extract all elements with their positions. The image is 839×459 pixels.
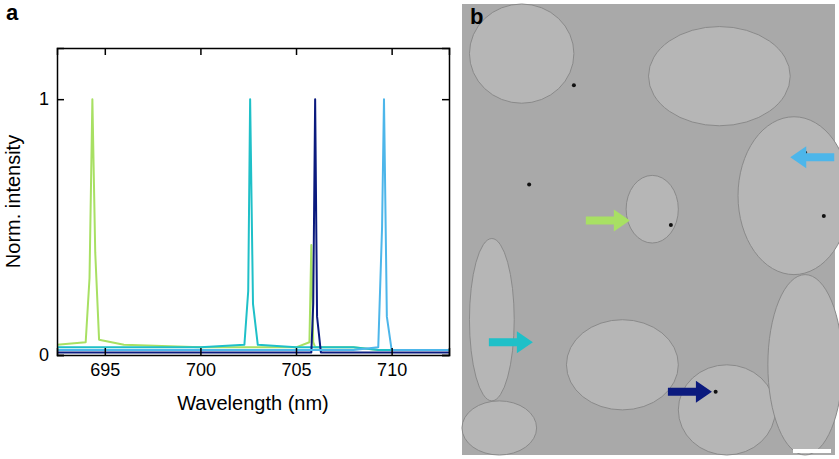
tick (200, 48, 201, 55)
particle (527, 182, 531, 186)
cell (469, 239, 514, 401)
cell (768, 275, 839, 455)
tick (296, 48, 297, 55)
tick (105, 48, 106, 55)
tick-label: 710 (377, 360, 407, 380)
axis-line (442, 49, 450, 356)
tick-mark (296, 48, 298, 55)
cell (678, 365, 775, 455)
tick-label: 705 (282, 360, 312, 380)
cell (566, 320, 678, 410)
axis-line (58, 348, 450, 356)
spectrum-line (57, 99, 449, 350)
tick: 0 (39, 345, 64, 365)
tick-mark (57, 355, 64, 357)
cell (462, 401, 537, 455)
arrow (790, 146, 834, 168)
arrow (668, 381, 712, 403)
cell (626, 175, 678, 243)
tick-mark (442, 99, 449, 101)
spectrum-line (57, 99, 449, 352)
particle (572, 83, 576, 87)
arrow (586, 209, 630, 231)
particle (669, 223, 673, 227)
axis: 695 700 705 710 (58, 348, 450, 380)
tick-label: 1 (39, 89, 49, 109)
tick (442, 99, 449, 100)
panel-label: a (6, 0, 19, 25)
tick-mark (200, 48, 202, 55)
tick: 710 (377, 348, 407, 380)
y-axis-title: Norm. intensity (2, 135, 24, 268)
tick (442, 355, 449, 356)
tick-label: 700 (186, 360, 216, 380)
tick-mark (105, 348, 107, 355)
spectrum-line (57, 99, 449, 350)
axis (442, 49, 450, 356)
axis: 01 (39, 49, 64, 366)
x-axis-title: Wavelength (nm) (177, 392, 329, 414)
cell (649, 27, 791, 126)
tick: 695 (90, 348, 120, 380)
tick: 705 (282, 348, 312, 380)
scale-bar (793, 449, 831, 453)
figure: a69570070571001Wavelength (nm)Norm. inte… (0, 0, 839, 459)
particle (822, 214, 826, 218)
plot-lines (57, 99, 449, 352)
axis-line (58, 49, 450, 56)
tick-mark (442, 355, 449, 357)
tick-mark (105, 48, 107, 55)
tick (392, 48, 393, 55)
spectrum-line (57, 99, 449, 350)
tick-mark (200, 348, 202, 355)
tick-mark (296, 348, 298, 355)
axis (58, 48, 450, 55)
tick-mark (391, 48, 393, 55)
panel-label: b (470, 4, 483, 29)
tick-label: 0 (39, 345, 49, 365)
arrow (489, 331, 533, 353)
tick: 700 (186, 348, 216, 380)
tick-label: 695 (90, 360, 120, 380)
tick-mark (57, 99, 64, 101)
tick-mark (391, 348, 393, 355)
tick: 1 (39, 89, 64, 109)
axis-line (58, 49, 65, 356)
cell (469, 4, 573, 103)
cell (738, 117, 839, 275)
micrograph (462, 4, 839, 455)
particle (714, 390, 718, 394)
